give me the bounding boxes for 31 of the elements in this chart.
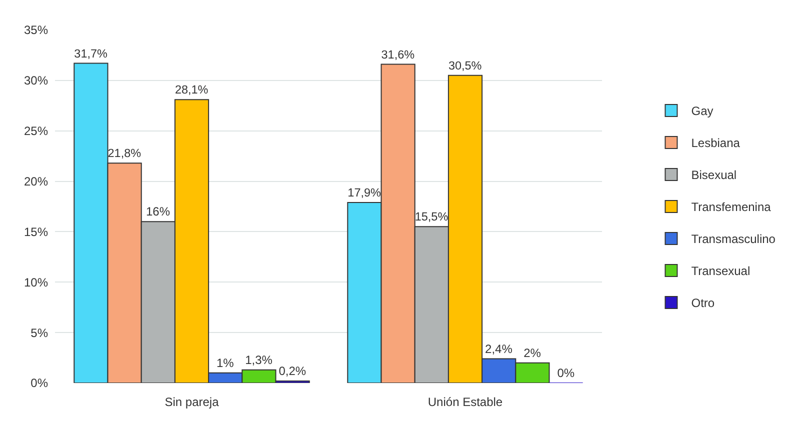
- legend-label: Bisexual: [691, 168, 737, 182]
- legend-label: Transexual: [691, 264, 750, 278]
- data-label: 30,5%: [448, 59, 482, 72]
- legend-label: Lesbiana: [691, 136, 740, 150]
- data-label: 28,1%: [174, 84, 208, 97]
- data-label: 15,5%: [414, 210, 448, 224]
- legend-label: Transmasculino: [691, 232, 776, 246]
- data-label: 31,6%: [381, 48, 415, 62]
- data-label: 1,3%: [245, 352, 273, 367]
- legend-label: Transfemenina: [691, 200, 772, 214]
- data-label: 0%: [557, 366, 575, 380]
- y-tick-label: 0%: [30, 376, 48, 390]
- y-tick-label: 25%: [24, 124, 48, 138]
- data-label: 1%: [216, 356, 234, 370]
- data-label: 0,2%: [278, 364, 306, 378]
- data-label: 31,7%: [74, 47, 108, 60]
- y-tick-label: 10%: [24, 275, 48, 290]
- data-label: 21,8%: [108, 147, 142, 160]
- x-tick-label: Unión Estable: [428, 395, 503, 409]
- data-label: 17,9%: [348, 186, 381, 200]
- y-tick-label: 5%: [30, 326, 48, 340]
- y-tick-label: 15%: [24, 224, 48, 239]
- y-tick-label: 35%: [24, 23, 48, 38]
- y-tick-label: 30%: [24, 74, 48, 88]
- data-label: 16%: [146, 204, 170, 219]
- data-label: 2%: [524, 346, 542, 360]
- y-tick-label: 20%: [24, 174, 48, 188]
- legend-label: Otro: [691, 296, 715, 310]
- data-label: 2,4%: [485, 342, 513, 356]
- x-tick-label: Sin pareja: [164, 395, 220, 409]
- legend-label: Gay: [691, 104, 714, 118]
